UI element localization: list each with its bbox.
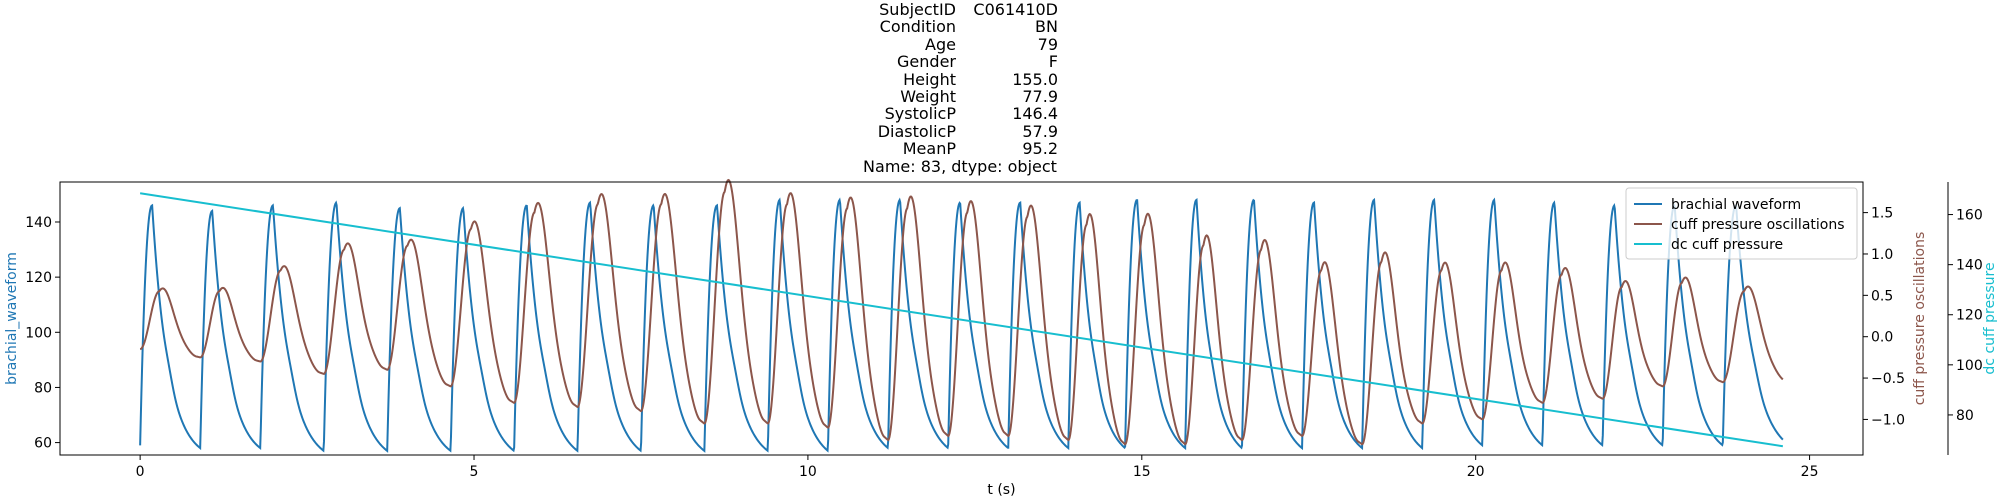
x-tick-label: 5 [470,464,479,480]
title-key: Gender [897,52,956,72]
dc-y-tick-label: 160 [1956,208,1983,224]
brachial-waveform-line [139,197,1784,453]
dc-y-tick-label: 100 [1956,358,1983,374]
title-key: Height [903,69,956,89]
x-tick-label: 20 [1467,464,1485,480]
right-y-tick-label: −0.5 [1871,371,1905,387]
title-value: 77.9 [1022,87,1058,106]
dc-cuff-pressure-line [139,192,1784,448]
right-y-tick-label: 0.5 [1871,288,1893,304]
left-y-tick-label: 120 [25,270,52,286]
title-footer: Name: 83, dtype: object [863,156,1057,176]
title-key: Age [925,34,956,54]
title-key: MeanP [902,139,956,159]
title-key: SubjectID [879,0,956,19]
title-value: BN [1035,17,1058,37]
title-key: Weight [900,87,956,106]
left-y-tick-label: 140 [25,215,52,231]
legend-label: brachial waveform [1671,197,1801,213]
left-y-axis-label: brachial_waveform [4,252,20,385]
title-value: 57.9 [1022,121,1058,141]
title-value: 79 [1037,34,1058,54]
legend-label: cuff pressure oscillations [1671,217,1845,233]
title-value: 95.2 [1022,139,1058,159]
title-key: Condition [879,17,956,37]
x-tick-label: 15 [1133,464,1151,480]
title-value: 155.0 [1012,69,1058,89]
cuff-pressure-oscillations-line [139,178,1784,446]
right-y-tick-label: 1.0 [1871,247,1893,263]
left-y-tick-label: 100 [25,325,52,341]
legend-box [1625,187,1858,260]
title-value: 146.4 [1012,104,1058,124]
title-key: DiastolicP [877,121,956,141]
title-value: F [1048,52,1058,72]
left-y-tick-label: 60 [34,436,52,452]
right-y-tick-label: −1.0 [1871,412,1905,428]
plot-series-layer [139,178,1784,453]
plot-frame [59,181,1864,456]
dc-y-tick-label: 120 [1956,308,1983,324]
title-key: SystolicP [884,104,956,124]
x-axis-label: t (s) [987,482,1015,498]
chart-title: SubjectID C061410D Condition BN Age 79 Gender F… [0,0,2000,180]
legend-label: dc cuff pressure [1671,237,1783,253]
dc-y-axis-label: dc cuff pressure [1982,262,1998,374]
right-y-tick-label: 1.5 [1871,206,1893,222]
x-tick-label: 10 [799,464,817,480]
right-y-tick-label: 0.0 [1871,330,1893,346]
x-tick-label: 0 [136,464,145,480]
dc-y-tick-label: 80 [1956,408,1974,424]
legend: brachial waveform cuff pressure oscillati… [1625,187,1858,260]
right-y-axis-label: cuff pressure oscillations [1912,232,1928,406]
x-tick-label: 25 [1801,464,1819,480]
dc-y-tick-label: 140 [1956,258,1983,274]
axes-layer: 0 5 10 15 20 25 t (s) 60 80 100 120 140 brachial_wav… [4,182,1998,498]
left-y-tick-label: 80 [34,380,52,396]
title-value: C061410D [973,0,1058,19]
